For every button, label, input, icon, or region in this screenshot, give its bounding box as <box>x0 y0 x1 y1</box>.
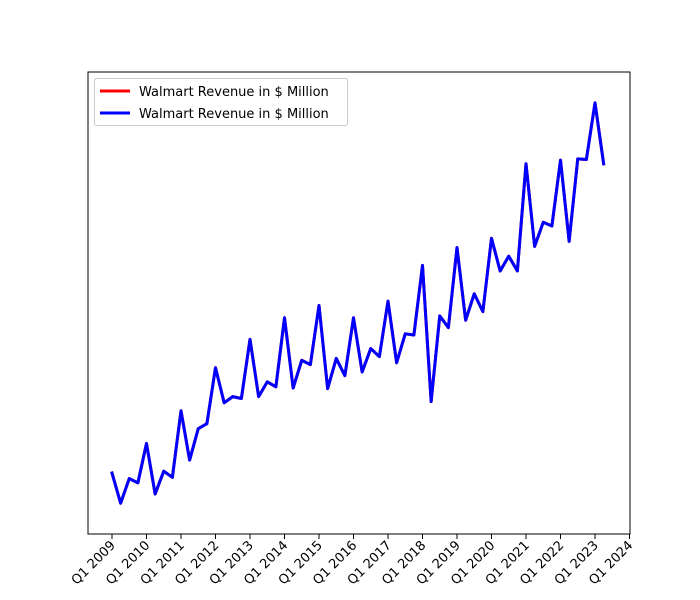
legend-box <box>94 78 348 126</box>
legend: Walmart Revenue in $ Million Walmart Reve… <box>94 78 348 126</box>
plot-frame <box>87 71 631 535</box>
plot-area <box>88 72 630 534</box>
legend-label-1: Walmart Revenue in $ Million <box>139 85 329 100</box>
legend-label-2: Walmart Revenue in $ Million <box>139 107 329 122</box>
series-line-2 <box>110 101 606 505</box>
series-lines <box>110 101 606 505</box>
